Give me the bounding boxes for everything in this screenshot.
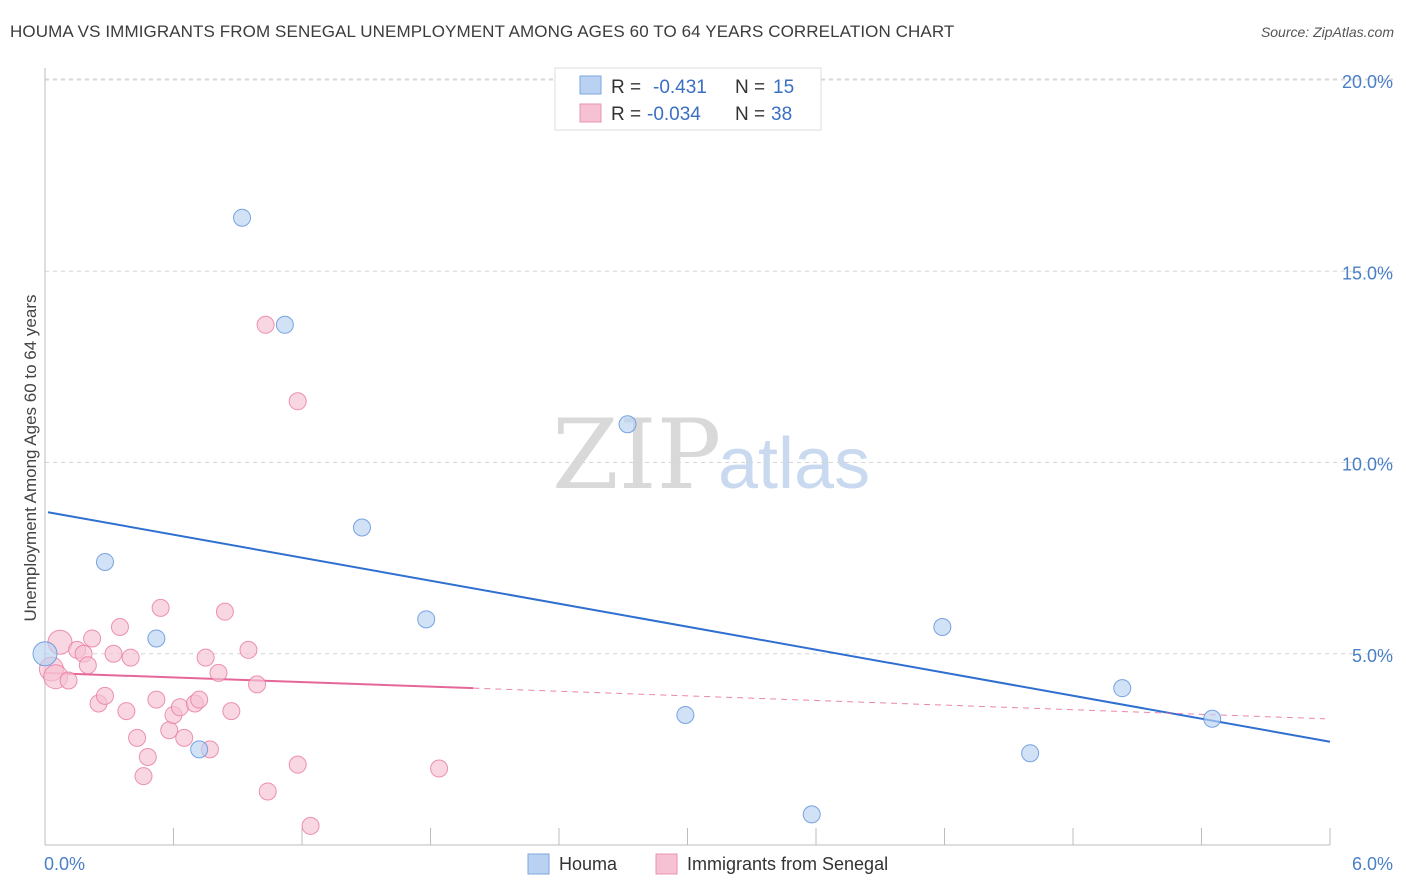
series-legend-swatch-senegal bbox=[655, 853, 678, 875]
point-houma-7 bbox=[417, 610, 436, 629]
legend-r-value-houma: -0.431 bbox=[653, 77, 707, 98]
point-houma-1 bbox=[95, 552, 114, 571]
legend-swatch-houma bbox=[579, 75, 602, 95]
point-houma-11 bbox=[933, 617, 952, 636]
stats-legend: R = -0.431 N = 15 R = -0.034 N = 38 bbox=[554, 67, 822, 131]
point-houma-6 bbox=[352, 518, 371, 537]
tick-labels: 5.0% 10.0% 15.0% 20.0% 0.0% 6.0% bbox=[44, 72, 1393, 874]
data-points bbox=[32, 208, 1222, 835]
point-senegal-35 bbox=[288, 755, 307, 774]
point-houma-10 bbox=[802, 805, 821, 824]
point-senegal-24 bbox=[190, 690, 209, 709]
source-credit: Source: ZipAtlas.com bbox=[1260, 24, 1394, 40]
point-senegal-15 bbox=[134, 767, 153, 786]
point-senegal-14 bbox=[128, 728, 147, 747]
point-senegal-31 bbox=[248, 675, 267, 694]
point-senegal-9 bbox=[95, 686, 114, 705]
point-senegal-37 bbox=[430, 759, 449, 778]
point-senegal-17 bbox=[147, 690, 166, 709]
chart-title: HOUMA VS IMMIGRANTS FROM SENEGAL UNEMPLO… bbox=[10, 22, 955, 41]
point-senegal-34 bbox=[288, 392, 307, 411]
legend-n-value-senegal: 38 bbox=[771, 104, 792, 125]
trend-line-houma bbox=[47, 511, 1331, 743]
y-tick-label-0: 5.0% bbox=[1352, 646, 1393, 666]
point-houma-9 bbox=[676, 705, 695, 724]
point-houma-0 bbox=[32, 641, 58, 667]
point-senegal-19 bbox=[160, 721, 179, 740]
point-senegal-29 bbox=[222, 702, 241, 721]
point-senegal-32 bbox=[256, 315, 275, 334]
series-legend-label-senegal: Immigrants from Senegal bbox=[687, 854, 888, 874]
y-tick-label-2: 15.0% bbox=[1342, 263, 1393, 283]
point-senegal-12 bbox=[117, 702, 136, 721]
legend-n-label-senegal: N = bbox=[735, 104, 765, 125]
point-houma-8 bbox=[618, 415, 637, 434]
point-senegal-11 bbox=[110, 617, 129, 636]
point-houma-13 bbox=[1113, 679, 1132, 698]
point-senegal-36 bbox=[301, 816, 320, 835]
point-houma-5 bbox=[275, 315, 294, 334]
point-senegal-7 bbox=[83, 629, 102, 648]
point-senegal-3 bbox=[59, 671, 78, 690]
x-tick-label-1: 6.0% bbox=[1352, 854, 1393, 874]
y-tick-label-1: 10.0% bbox=[1342, 455, 1393, 475]
x-tick-label-0: 0.0% bbox=[44, 854, 85, 874]
y-tick-label-3: 20.0% bbox=[1342, 72, 1393, 92]
point-senegal-18 bbox=[151, 598, 170, 617]
legend-swatch-senegal bbox=[579, 103, 602, 123]
series-legend-label-houma: Houma bbox=[559, 854, 618, 874]
point-senegal-13 bbox=[121, 648, 140, 667]
point-senegal-27 bbox=[209, 663, 228, 682]
point-houma-12 bbox=[1021, 744, 1040, 763]
point-senegal-6 bbox=[78, 656, 97, 675]
point-senegal-33 bbox=[258, 782, 277, 801]
legend-n-label-houma: N = bbox=[735, 77, 765, 98]
point-senegal-22 bbox=[175, 728, 194, 747]
point-senegal-25 bbox=[196, 648, 215, 667]
legend-n-value-houma: 15 bbox=[773, 77, 794, 98]
point-houma-3 bbox=[190, 740, 209, 759]
point-houma-2 bbox=[147, 629, 166, 648]
y-axis-label: Unemployment Among Ages 60 to 64 years bbox=[21, 295, 40, 622]
grid-lines bbox=[45, 78, 1393, 655]
axes bbox=[44, 68, 1331, 846]
point-senegal-10 bbox=[104, 644, 123, 663]
watermark-atlas: atlas bbox=[718, 424, 870, 504]
trend-line-senegal-extrapolated bbox=[473, 687, 1326, 720]
point-senegal-30 bbox=[239, 640, 258, 659]
legend-r-label-houma: R = bbox=[611, 77, 641, 98]
point-senegal-21 bbox=[170, 698, 189, 717]
legend-r-label-senegal: R = bbox=[611, 104, 641, 125]
point-houma-4 bbox=[233, 208, 252, 227]
point-senegal-16 bbox=[138, 748, 157, 767]
point-houma-14 bbox=[1203, 709, 1222, 728]
legend-r-value-senegal: -0.034 bbox=[647, 104, 701, 125]
watermark-zip: ZIP bbox=[552, 399, 721, 511]
point-senegal-28 bbox=[215, 602, 234, 621]
series-legend: Houma Immigrants from Senegal bbox=[527, 853, 888, 875]
series-legend-swatch-houma bbox=[527, 853, 550, 875]
